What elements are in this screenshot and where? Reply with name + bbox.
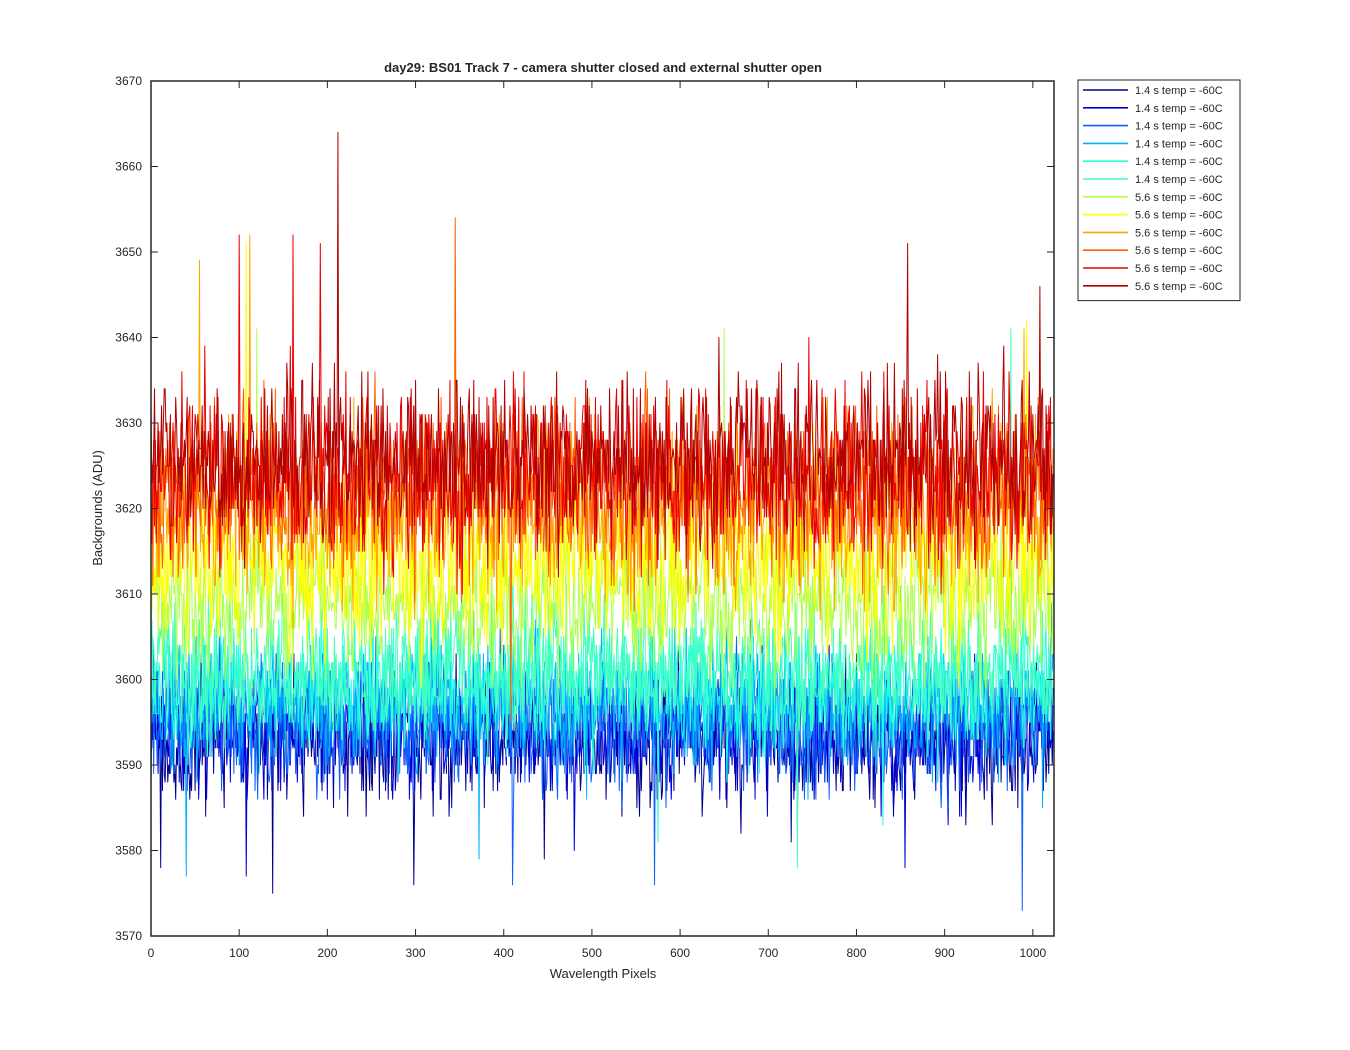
x-tick-label: 1000 <box>1019 946 1046 960</box>
y-tick-label: 3600 <box>115 673 142 687</box>
x-tick-label: 300 <box>406 946 426 960</box>
legend-entry-label: 5.6 s temp = -60C <box>1135 263 1223 275</box>
x-tick-label: 100 <box>229 946 249 960</box>
x-tick-label: 400 <box>494 946 514 960</box>
y-tick-label: 3630 <box>115 416 142 430</box>
y-tick-label: 3650 <box>115 245 142 259</box>
legend-entry-label: 1.4 s temp = -60C <box>1135 103 1223 115</box>
chart-title: day29: BS01 Track 7 - camera shutter clo… <box>384 60 822 75</box>
legend-entry-label: 1.4 s temp = -60C <box>1135 174 1223 186</box>
legend-entry-label: 1.4 s temp = -60C <box>1135 85 1223 97</box>
x-axis-label: Wavelength Pixels <box>550 966 657 981</box>
y-tick-label: 3620 <box>115 502 142 516</box>
legend-entry-label: 1.4 s temp = -60C <box>1135 121 1223 133</box>
y-tick-label: 3570 <box>115 929 142 943</box>
legend-entry-label: 1.4 s temp = -60C <box>1135 138 1223 150</box>
x-tick-label: 600 <box>670 946 690 960</box>
legend-entry-label: 1.4 s temp = -60C <box>1135 156 1223 168</box>
legend-entry-label: 5.6 s temp = -60C <box>1135 227 1223 239</box>
y-tick-label: 3640 <box>115 331 142 345</box>
legend-entry-label: 5.6 s temp = -60C <box>1135 192 1223 204</box>
x-tick-label: 800 <box>846 946 866 960</box>
legend-entry-label: 5.6 s temp = -60C <box>1135 281 1223 293</box>
y-tick-label: 3580 <box>115 844 142 858</box>
axis-ticks: 0 100 200 300 400 500 600 700 800 900 1000 3570 3580… <box>115 74 1054 960</box>
y-tick-label: 3590 <box>115 758 142 772</box>
legend-box <box>1077 79 1241 302</box>
legend-entry-label: 5.6 s temp = -60C <box>1135 210 1223 222</box>
series-line-12 <box>150 131 1054 578</box>
x-tick-label: 0 <box>148 946 155 960</box>
y-tick-label: 3670 <box>115 74 142 88</box>
x-tick-label: 500 <box>582 946 602 960</box>
legend[interactable]: 1.4 s temp = -60C 1.4 s temp = -60C 1.4 s … <box>1077 79 1241 302</box>
y-tick-label: 3660 <box>115 160 142 174</box>
x-tick-label: 700 <box>758 946 778 960</box>
plot-area <box>150 131 1054 911</box>
series-line-6 <box>150 328 1054 869</box>
x-tick-label: 200 <box>317 946 337 960</box>
y-tick-label: 3610 <box>115 587 142 601</box>
y-axis-label: Backgrounds (ADU) <box>90 450 105 566</box>
x-tick-label: 900 <box>935 946 955 960</box>
legend-entry-label: 5.6 s temp = -60C <box>1135 245 1223 257</box>
